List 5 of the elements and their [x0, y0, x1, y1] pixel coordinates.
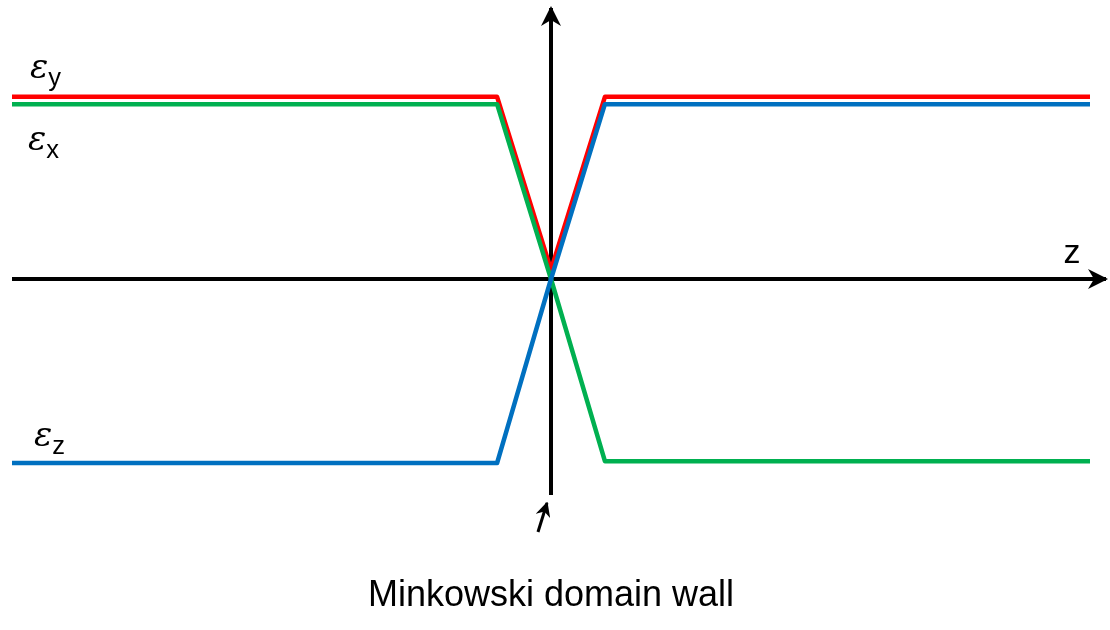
- series-label: ε$_{x}$: [28, 118, 60, 163]
- x-axis-title: z: [1063, 232, 1081, 270]
- series-label: ε$_{z}$: [34, 414, 65, 459]
- series-label: ε$_{y}$: [30, 46, 62, 91]
- text: Minkowski domain wall: [367, 573, 735, 614]
